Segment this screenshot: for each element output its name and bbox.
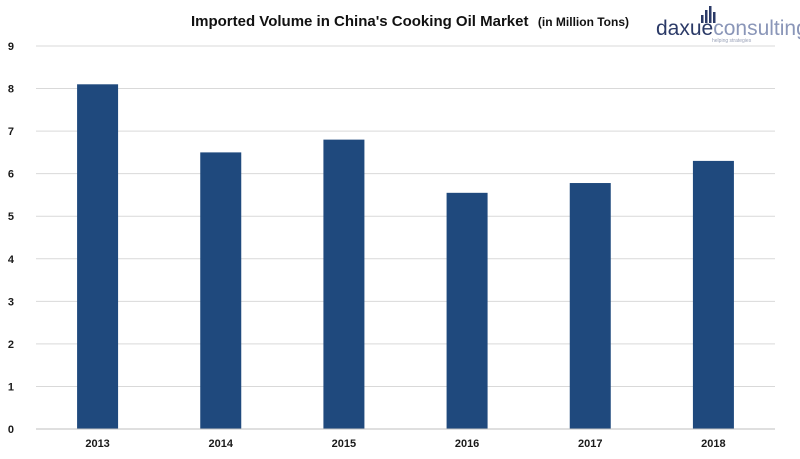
y-tick-label: 1 — [8, 381, 14, 393]
y-tick-label: 6 — [8, 169, 14, 181]
bar-2013 — [77, 84, 119, 430]
y-axis-ticks: 0 1 2 3 4 5 6 7 8 9 — [8, 41, 15, 436]
bar-2017 — [569, 183, 611, 429]
bars — [77, 84, 734, 430]
brand-logo: daxueconsulting helping strategies — [656, 6, 800, 44]
bar-2014 — [200, 152, 242, 429]
y-tick-label: 7 — [8, 126, 14, 138]
y-tick-label: 9 — [8, 41, 14, 53]
logo-bar — [709, 6, 712, 23]
chart-title-main: Imported Volume in China's Cooking Oil M… — [191, 13, 529, 30]
logo-bars-icon — [701, 6, 716, 23]
chart-title-unit: (in Million Tons) — [538, 15, 629, 29]
y-tick-label: 8 — [8, 84, 14, 96]
bar-2015 — [323, 139, 365, 429]
y-tick-label: 2 — [8, 339, 14, 351]
logo-wordmark-daxue: daxue — [656, 17, 713, 40]
bar-2018 — [692, 160, 734, 429]
x-tick-label: 2016 — [455, 438, 479, 450]
x-tick-label: 2015 — [332, 438, 356, 450]
x-tick-label: 2017 — [578, 438, 602, 450]
x-tick-label: 2018 — [701, 438, 725, 450]
y-tick-label: 5 — [8, 211, 14, 223]
logo-wordmark-consulting: consulting — [713, 17, 800, 40]
logo-bar — [713, 12, 716, 23]
gridlines — [36, 45, 775, 387]
logo-wordmark: daxueconsulting — [656, 17, 800, 40]
x-tick-label: 2014 — [209, 438, 234, 450]
x-axis-ticks: 2013 2014 2015 2016 2017 2018 — [85, 438, 725, 450]
y-tick-label: 4 — [8, 254, 15, 266]
y-tick-label: 0 — [8, 424, 14, 436]
x-tick-label: 2013 — [85, 438, 109, 450]
logo-tagline: helping strategies — [712, 38, 752, 44]
bar-2016 — [446, 192, 488, 429]
chart-title: Imported Volume in China's Cooking Oil M… — [191, 13, 629, 30]
logo-bar — [705, 10, 708, 23]
y-tick-label: 3 — [8, 296, 14, 308]
logo-bar — [701, 15, 704, 23]
